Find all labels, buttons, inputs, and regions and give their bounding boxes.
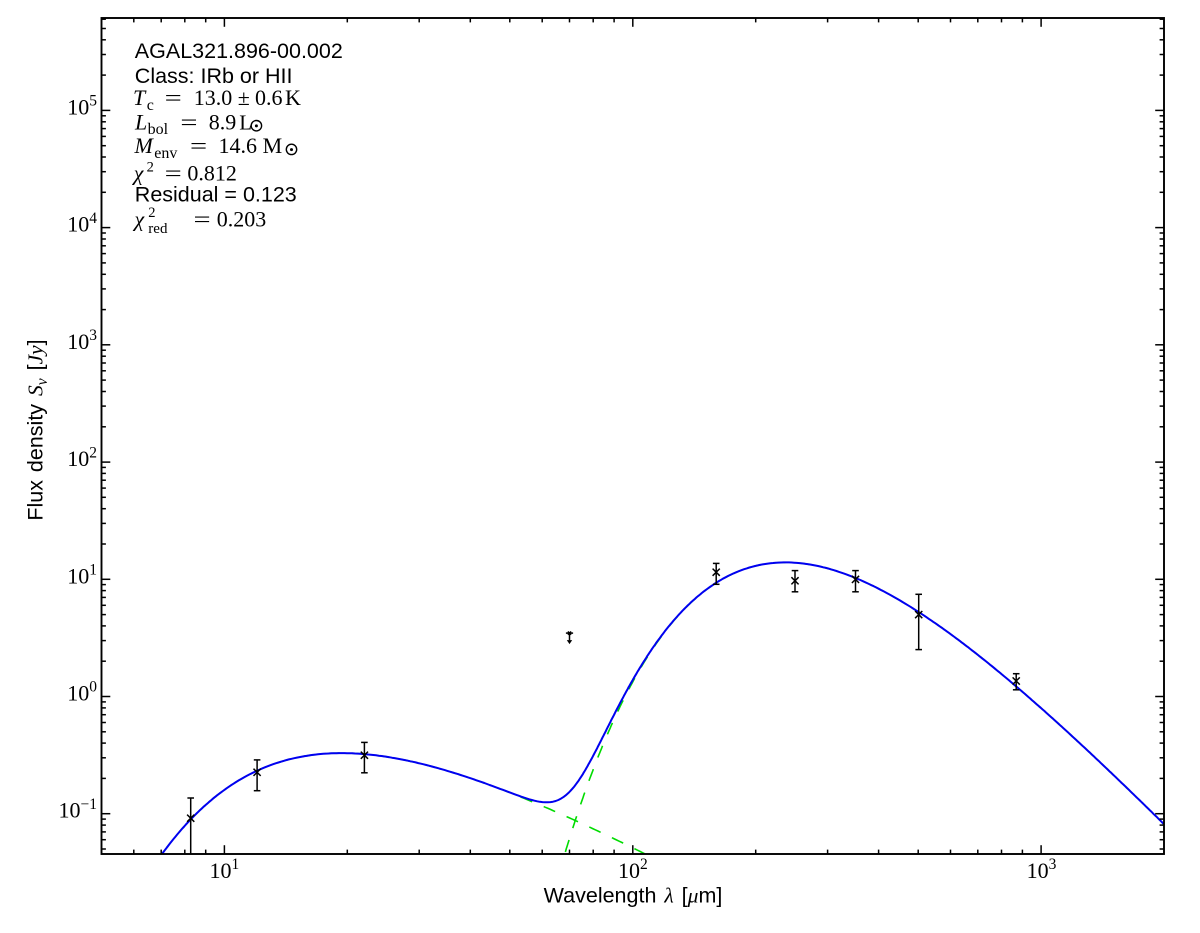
- svg-text:Residual = 0.123: Residual = 0.123: [135, 182, 297, 206]
- svg-text:χ20.812: χ 2 0.812: [132, 160, 237, 186]
- svg-text:=: =: [165, 160, 182, 185]
- svg-text:Class: IRb or HII: Class: IRb or HII: [135, 64, 293, 88]
- svg-text:=: =: [180, 109, 197, 134]
- svg-text:Wavelength λ [μm]: Wavelength λ [μm]: [544, 884, 723, 908]
- svg-text:=: =: [193, 207, 210, 232]
- svg-text:Flux density Sν [Jy]: Flux density Sν [Jy]: [24, 339, 52, 520]
- svg-text:AGAL321.896-00.002: AGAL321.896-00.002: [135, 39, 343, 63]
- svg-text:=: =: [165, 85, 182, 110]
- svg-text:103: 103: [1027, 856, 1057, 883]
- svg-text:=: =: [190, 133, 207, 158]
